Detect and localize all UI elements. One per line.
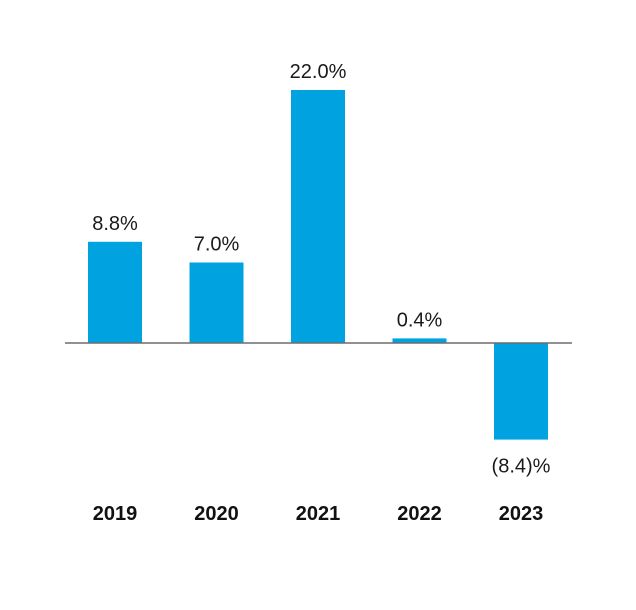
value-label-2021: 22.0% — [290, 61, 347, 83]
category-label-2022: 2022 — [397, 503, 442, 525]
bars-group — [88, 90, 548, 440]
bar-2023 — [494, 343, 548, 440]
bar-2022 — [392, 338, 447, 343]
category-label-2021: 2021 — [296, 503, 341, 525]
value-label-2020: 7.0% — [194, 234, 240, 256]
value-label-2022: 0.4% — [397, 309, 443, 331]
category-label-2023: 2023 — [499, 503, 544, 525]
value-label-2019: 8.8% — [92, 213, 138, 235]
value-labels-group: 8.8% 7.0% 22.0% 0.4% (8.4)% — [92, 61, 550, 478]
value-label-2023: (8.4)% — [492, 456, 551, 478]
category-labels-group: 2019 2020 2021 2022 2023 — [93, 503, 544, 525]
bar-2020 — [189, 262, 244, 343]
category-label-2020: 2020 — [194, 503, 239, 525]
bar-2021 — [291, 90, 345, 343]
bar-2019 — [88, 241, 142, 343]
category-label-2019: 2019 — [93, 503, 138, 525]
